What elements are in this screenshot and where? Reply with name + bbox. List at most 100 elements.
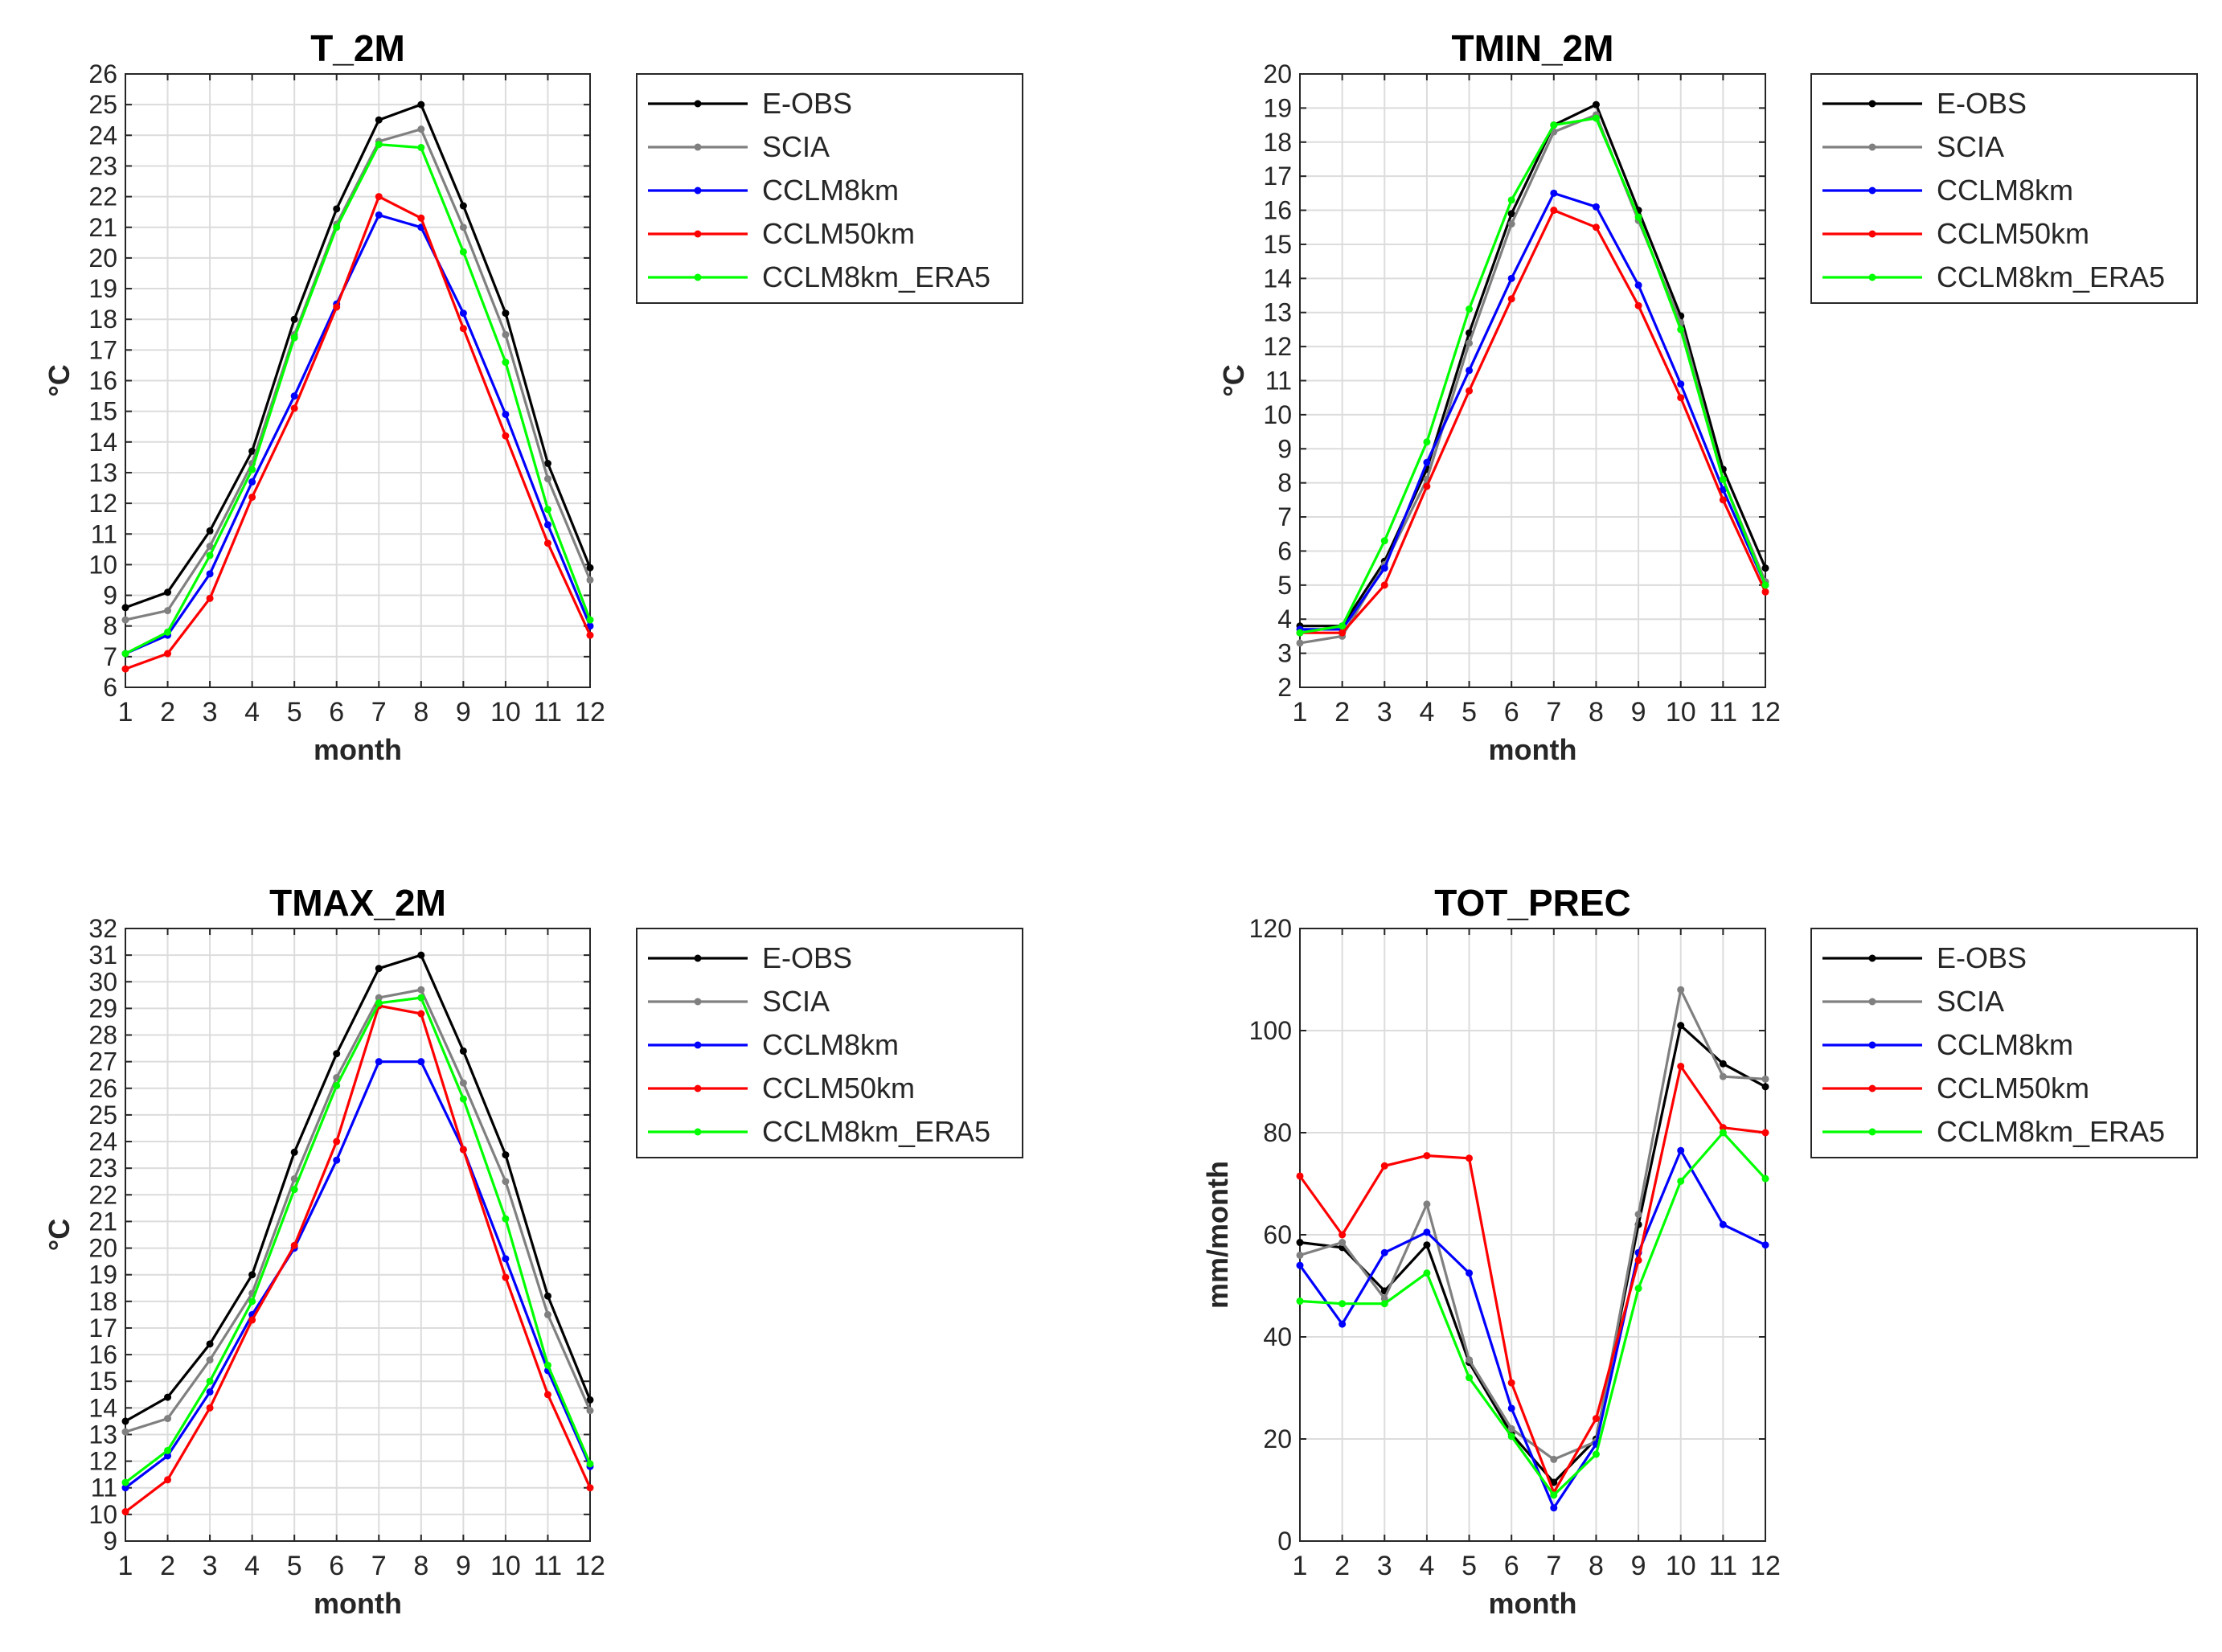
data-point [121, 1508, 129, 1516]
legend: E-OBS SCIA CCLM8km CCLM50km CCLM8km_ERA5 [1810, 73, 2198, 304]
series-line [125, 128, 592, 621]
data-point [459, 325, 467, 333]
y-tick-label: 23 [88, 151, 117, 180]
data-point [1761, 1129, 1769, 1137]
data-point [1761, 1241, 1769, 1249]
x-tick-label: 10 [490, 1551, 521, 1581]
y-tick-label: 14 [88, 428, 117, 457]
y-axis-label: °C [43, 364, 76, 396]
data-point [543, 1391, 551, 1399]
legend-label: CCLM8km_ERA5 [762, 260, 990, 293]
y-tick-label: 120 [1249, 914, 1292, 943]
data-point [543, 475, 551, 483]
x-axis-label: month [1489, 733, 1577, 766]
y-tick-label: 18 [88, 305, 117, 334]
data-point [375, 994, 383, 1002]
data-point [164, 1446, 172, 1454]
x-tick-label: 7 [371, 697, 387, 728]
data-point [290, 392, 298, 400]
data-point [1296, 1239, 1304, 1247]
legend-marker [694, 1041, 702, 1049]
data-point [375, 1058, 383, 1066]
data-point [1380, 537, 1388, 545]
data-point [248, 1271, 256, 1279]
y-tick-label: 20 [88, 1234, 117, 1263]
legend: E-OBS SCIA CCLM8km CCLM50km CCLM8km_ERA5 [636, 928, 1023, 1158]
series-line [1300, 209, 1767, 634]
data-point [248, 493, 256, 501]
data-point [248, 1316, 256, 1324]
data-point [1634, 1211, 1642, 1219]
data-point [1380, 564, 1388, 572]
y-tick-label: 13 [88, 1420, 117, 1449]
data-point [248, 1297, 256, 1306]
y-tick-label: 9 [103, 1527, 117, 1556]
data-point [1296, 1261, 1304, 1269]
x-tick-label: 6 [329, 1551, 344, 1581]
data-point [586, 622, 594, 630]
data-point [543, 460, 551, 468]
data-point [1677, 986, 1685, 994]
chart-title: TMAX_2M [269, 882, 446, 924]
y-tick-label: 14 [88, 1393, 117, 1422]
data-point [1592, 223, 1600, 232]
data-point [459, 1079, 467, 1087]
data-point [1466, 1269, 1474, 1277]
y-tick-label: 6 [103, 673, 117, 702]
series-line [1299, 117, 1767, 634]
x-tick-label: 12 [575, 1551, 605, 1581]
data-point [1719, 1072, 1727, 1080]
legend-label: CCLM8km_ERA5 [1937, 260, 2165, 293]
y-tick-label: 13 [88, 458, 117, 487]
x-tick-label: 1 [1293, 1551, 1308, 1581]
data-point [417, 986, 425, 994]
data-point [1339, 1231, 1347, 1239]
legend-marker [1868, 1041, 1876, 1049]
x-tick-label: 1 [118, 697, 133, 728]
y-tick-label: 10 [1263, 400, 1292, 429]
series-line [125, 195, 592, 670]
x-tick-label: 10 [490, 697, 521, 728]
series-CCLM8km_ERA5 [121, 994, 594, 1486]
data-point [1550, 1455, 1558, 1463]
data-point [1339, 622, 1347, 630]
legend-marker [694, 1128, 702, 1136]
x-axis-label: month [314, 1587, 402, 1620]
series-CCLM8km_ERA5 [121, 141, 594, 658]
data-point [1296, 1172, 1304, 1180]
x-tick-label: 6 [1504, 697, 1519, 728]
data-point [502, 359, 510, 367]
data-point [1550, 121, 1558, 129]
data-point [502, 1255, 510, 1263]
ticks [125, 928, 591, 1542]
y-tick-label: 11 [91, 1474, 117, 1502]
y-tick-label: 16 [1263, 196, 1292, 225]
data-point [1677, 1177, 1685, 1185]
data-point [1423, 438, 1431, 446]
legend-marker [694, 143, 702, 151]
data-point [1466, 1154, 1474, 1162]
y-tick-label: 2 [1277, 673, 1292, 702]
legend-label: SCIA [1937, 985, 2004, 1018]
y-tick-label: 16 [88, 367, 117, 396]
y-tick-label: 21 [88, 1207, 117, 1236]
legend: E-OBS SCIA CCLM8km CCLM50km CCLM8km_ERA5 [1810, 928, 2198, 1158]
data-point [121, 1428, 129, 1436]
data-point [333, 303, 341, 311]
y-tick-label: 32 [88, 914, 117, 943]
data-point [1423, 482, 1431, 490]
axes-box [125, 73, 591, 688]
data-point [543, 1361, 551, 1369]
data-point [1677, 394, 1685, 402]
data-point [1339, 1320, 1347, 1328]
data-point [586, 1460, 594, 1468]
y-tick-label: 26 [88, 1074, 117, 1103]
legend-marker [694, 230, 702, 238]
data-point [1423, 1269, 1431, 1277]
y-tick-label: 10 [88, 1500, 117, 1529]
y-tick-label: 22 [88, 1180, 117, 1209]
legend-marker [694, 1084, 702, 1092]
legend-label: E-OBS [1937, 87, 2027, 120]
